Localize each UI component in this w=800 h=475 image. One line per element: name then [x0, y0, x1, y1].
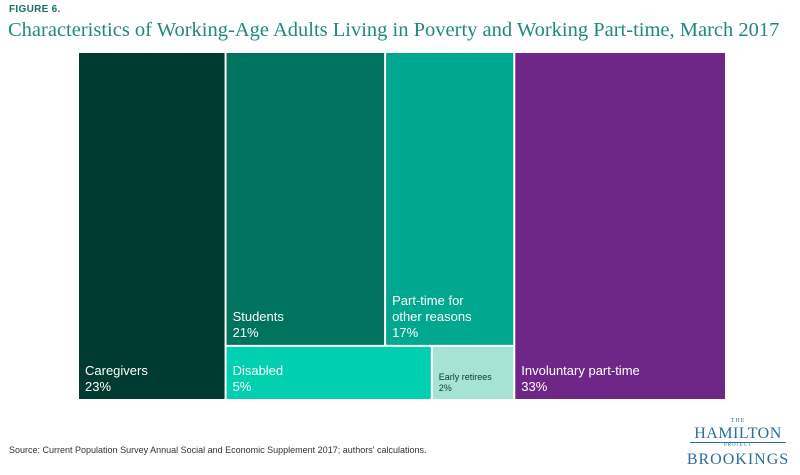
treemap-value-involuntary-part-time: 33% [521, 379, 547, 394]
treemap-rect-early-retirees [432, 346, 514, 399]
treemap-value-students: 21% [233, 325, 259, 340]
treemap-label-part-time-for-other-reasons: other reasons [392, 309, 472, 324]
logo-the: THE [730, 418, 746, 424]
chart-title: Characteristics of Working-Age Adults Li… [8, 19, 780, 41]
treemap-rect-disabled [226, 346, 431, 399]
logo-brookings: BROOKINGS [686, 451, 790, 468]
treemap-value-caregivers: 23% [85, 379, 111, 394]
treemap-label-part-time-for-other-reasons: Part-time for [392, 293, 464, 308]
treemap-label-disabled: Disabled [233, 363, 284, 378]
treemap-label-caregivers: Caregivers [85, 363, 148, 378]
treemap-label-involuntary-part-time: Involuntary part-time [521, 363, 640, 378]
source-note: Source: Current Population Survey Annual… [9, 445, 427, 455]
treemap-label-early-retirees: Early retirees [439, 372, 493, 382]
treemap-label-students: Students [233, 309, 285, 324]
figure-label: FIGURE 6. [9, 4, 61, 15]
logo-project: PROJECT [723, 443, 753, 448]
hamilton-brookings-logo: THE HAMILTON PROJECT BROOKINGS [686, 418, 790, 469]
treemap-value-early-retirees: 2% [439, 383, 452, 393]
treemap-value-part-time-for-other-reasons: 17% [392, 325, 418, 340]
treemap-rect-students [226, 53, 385, 345]
treemap-rect-part-time-for-other-reasons [386, 53, 514, 345]
logo-hamilton: HAMILTON [694, 425, 782, 442]
treemap-value-disabled: 5% [233, 379, 252, 394]
treemap-rect-caregivers [79, 53, 225, 399]
treemap-rect-involuntary-part-time [515, 53, 725, 399]
